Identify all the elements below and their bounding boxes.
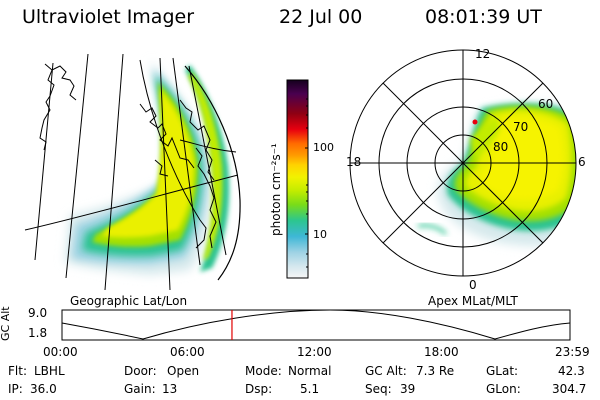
xtick-1200: 12:00 — [297, 345, 332, 359]
altitude-curve — [61, 309, 571, 340]
status-flt-label: Flt: — [8, 364, 27, 378]
status-door-value: Open — [167, 364, 200, 378]
altitude-ylabel: GC Alt — [0, 306, 12, 341]
altitude-plot — [61, 309, 571, 341]
altitude-ymin: 1.8 — [28, 326, 48, 340]
mlat-label-60: 60 — [538, 97, 554, 111]
status-gcalt-value: 7.3 Re — [416, 364, 455, 378]
xtick-0000: 00:00 — [43, 345, 78, 359]
mlat-label-80: 80 — [493, 140, 509, 154]
xtick-0600: 06:00 — [170, 345, 205, 359]
colorbar-scale — [286, 79, 309, 279]
status-glon-value: 304.7 — [552, 382, 587, 396]
status-dsp-label: Dsp: — [245, 382, 273, 396]
geographic-label: Geographic Lat/Lon — [70, 294, 188, 308]
app-title: Ultraviolet Imager — [22, 6, 195, 28]
status-ip-label: IP: — [8, 382, 23, 396]
status-ip-value: 36.0 — [30, 382, 57, 396]
colorbar-ticks — [305, 98, 308, 268]
polar-grid — [349, 49, 577, 277]
date-label: 22 Jul 00 — [279, 6, 363, 28]
coastlines — [39, 63, 217, 249]
polar-label: Apex MLat/MLT — [428, 294, 518, 308]
status-flt-value: LBHL — [34, 364, 65, 378]
status-mode-label: Mode: — [245, 364, 282, 378]
status-gain-value: 13 — [162, 382, 178, 396]
status-mode-value: Normal — [288, 364, 332, 378]
status-door-label: Door: — [124, 364, 157, 378]
status-dsp-value: 5.1 — [300, 382, 320, 396]
status-gcalt-label: GC Alt: — [365, 364, 407, 378]
time-label: 08:01:39 UT — [425, 6, 542, 28]
status-gain-label: Gain: — [124, 382, 156, 396]
earth-limb — [184, 65, 241, 281]
xtick-1800: 18:00 — [424, 345, 459, 359]
status-glat-label: GLat: — [486, 364, 519, 378]
status-glat-value: 42.3 — [558, 364, 585, 378]
geographic-map — [24, 53, 241, 291]
status-seq-label: Seq: — [365, 382, 392, 396]
auroral-emission-geographic — [65, 60, 230, 275]
status-glon-label: GLon: — [486, 382, 521, 396]
colorbar-tick-100: 100 — [313, 141, 334, 154]
mlt-label-18: 18 — [346, 155, 362, 169]
mlt-label-12: 12 — [475, 47, 491, 61]
colorbar — [286, 79, 309, 279]
mlt-label-6: 6 — [578, 155, 586, 169]
altitude-plot-frame — [61, 309, 571, 341]
mlat-label-70: 70 — [513, 120, 529, 134]
polar-plot — [349, 49, 577, 277]
status-seq-value: 39 — [400, 382, 416, 396]
auroral-emission-polar — [417, 103, 576, 247]
altitude-ymax: 9.0 — [28, 306, 48, 320]
colorbar-tick-10: 10 — [313, 228, 327, 241]
xtick-2359: 23:59 — [555, 345, 590, 359]
mlt-label-0: 0 — [469, 278, 477, 292]
